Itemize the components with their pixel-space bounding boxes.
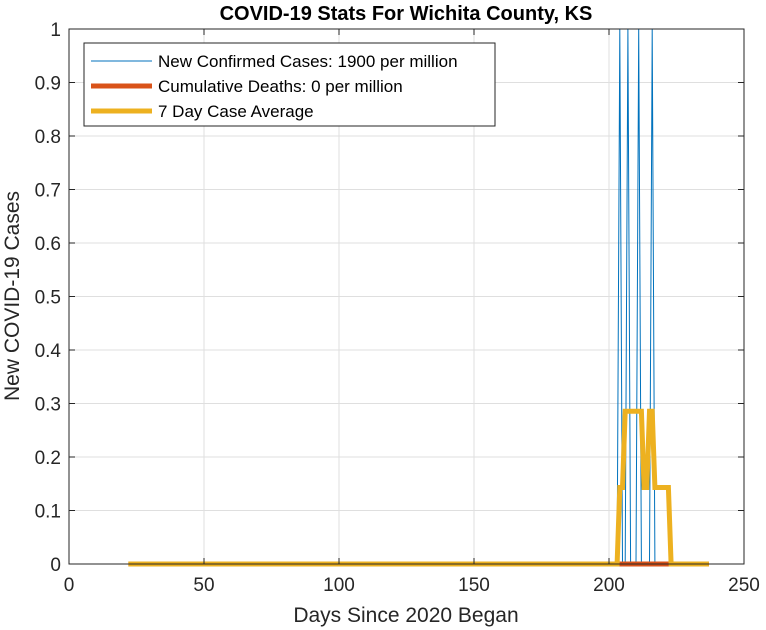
x-tick-label: 200 — [593, 575, 625, 596]
y-tick-label: 0.3 — [35, 395, 61, 416]
x-tick-label: 250 — [728, 575, 760, 596]
y-tick-label: 1 — [50, 20, 61, 41]
y-tick-label: 0.5 — [35, 288, 61, 309]
y-tick-label: 0.8 — [35, 127, 61, 148]
y-tick-label: 0.6 — [35, 234, 61, 255]
y-tick-label: 0.4 — [35, 341, 62, 362]
series-average-line — [128, 408, 709, 567]
legend: New Confirmed Cases: 1900 per million Cu… — [83, 42, 496, 127]
legend-box — [83, 42, 496, 127]
axis-ticks — [68, 28, 745, 565]
y-axis-label: New COVID-19 Cases — [1, 191, 24, 401]
y-tick-label: 0.9 — [35, 74, 61, 95]
legend-label-new-cases: New Confirmed Cases: 1900 per million — [158, 52, 458, 71]
tick-labels: 0 50 100 150 200 250 0 0.1 0.2 0.3 0.4 0.5 0.6 0.7 0.8… — [35, 20, 760, 596]
x-tick-label: 150 — [458, 575, 490, 596]
y-tick-label: 0 — [50, 555, 61, 576]
chart-title: COVID-19 Stats For Wichita County, KS — [220, 3, 593, 25]
legend-label-average: 7 Day Case Average — [158, 102, 314, 121]
x-axis-label: Days Since 2020 Began — [293, 604, 518, 627]
y-tick-label: 0.7 — [35, 181, 61, 202]
y-tick-label: 0.2 — [35, 448, 61, 469]
y-tick-label: 0.1 — [35, 502, 61, 523]
legend-label-deaths: Cumulative Deaths: 0 per million — [158, 77, 403, 96]
x-tick-label: 50 — [193, 575, 214, 596]
x-tick-label: 0 — [64, 575, 75, 596]
x-tick-label: 100 — [323, 575, 355, 596]
